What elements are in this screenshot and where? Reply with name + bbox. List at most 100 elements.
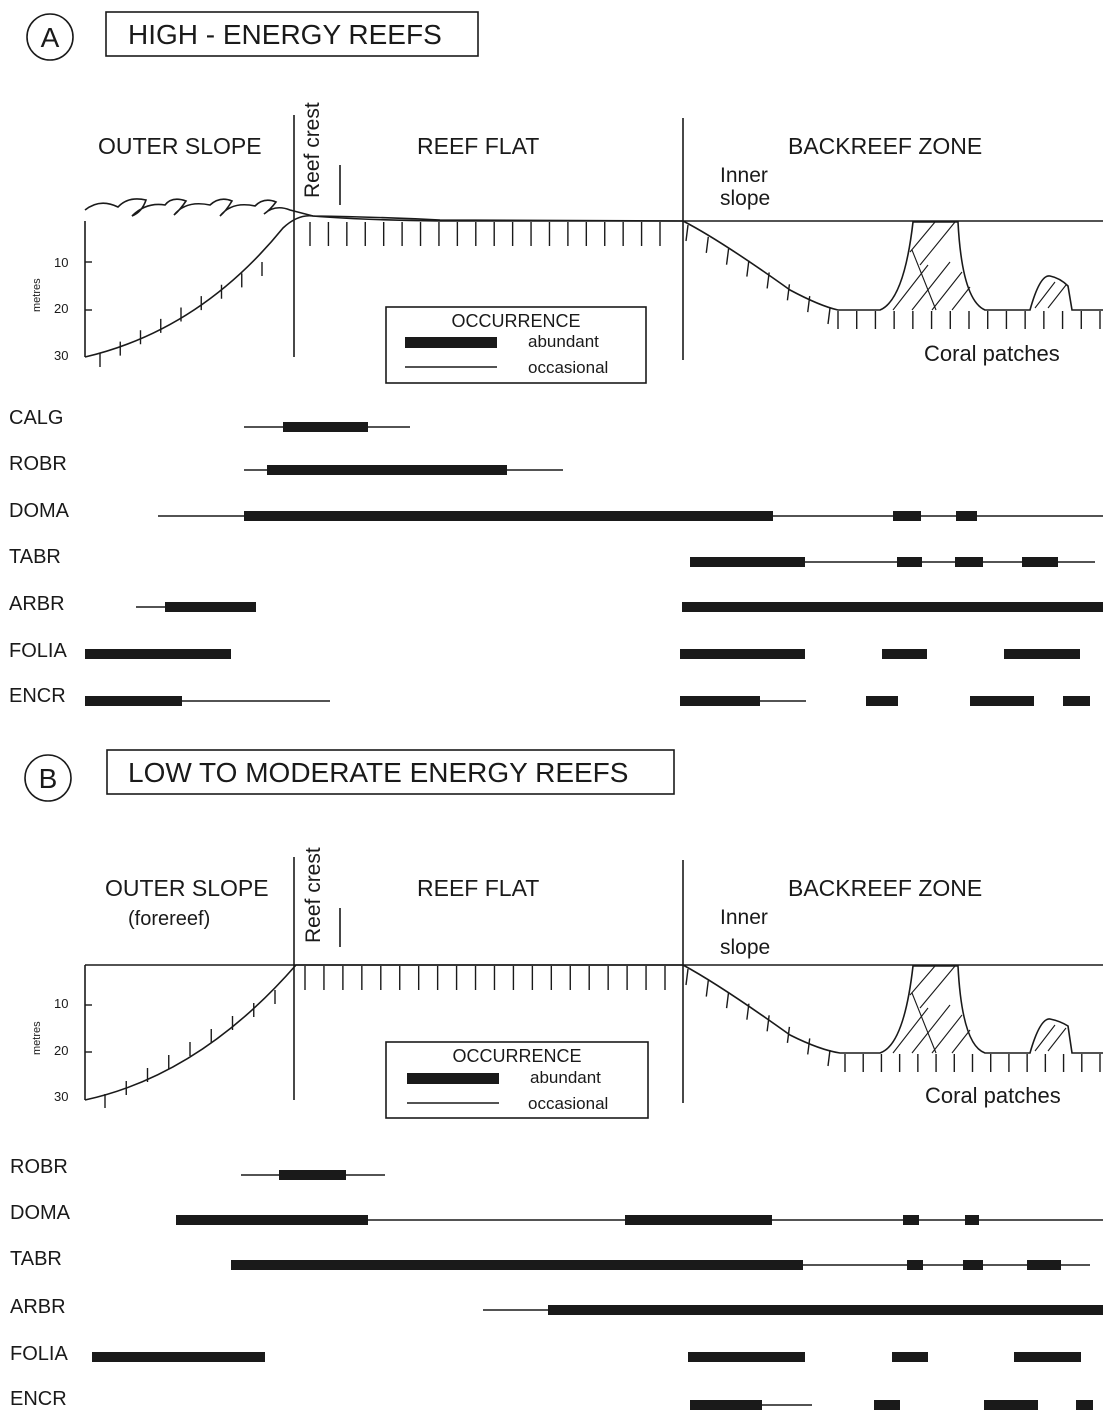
occurrence-abundant	[244, 511, 773, 521]
panel-b-profile: 10 20 30 metres	[31, 857, 1103, 1108]
substrate-tick	[746, 260, 750, 277]
occurrence-abundant	[690, 557, 805, 567]
zone-coral-patches: Coral patches	[924, 341, 1060, 366]
substrate-tick	[746, 1003, 750, 1020]
depth-tick-10: 10	[54, 996, 68, 1011]
substrate-tick	[705, 236, 709, 253]
legend-title: OCCURRENCE	[451, 311, 580, 331]
occurrence-abundant	[165, 602, 256, 612]
occurrence-abundant	[903, 1215, 919, 1225]
occurrence-abundant	[279, 1170, 346, 1180]
occurrence-abundant	[176, 1215, 368, 1225]
depth-axis-ticks: 10 20 30 metres	[31, 255, 92, 363]
occurrence-abundant	[1004, 649, 1080, 659]
occurrence-abundant	[874, 1400, 900, 1410]
panel-a-letter-circle	[26, 13, 74, 61]
depth-tick-10: 10	[54, 255, 68, 270]
occurrence-abundant	[690, 1400, 762, 1410]
panel-a-legend: OCCURRENCE abundant occasional	[385, 306, 647, 384]
depth-axis-ticks: 10 20 30 metres	[31, 996, 92, 1104]
occurrence-abundant	[866, 696, 898, 706]
panel-b: B LOW TO MODERATE ENERGY REEFS OUTER SLO…	[10, 749, 1103, 1410]
occurrence-abundant	[963, 1260, 983, 1270]
zone-reef-crest: Reef crest	[302, 847, 325, 943]
occurrence-abundant	[970, 696, 1034, 706]
zone-inner-slope-2: slope	[720, 187, 770, 210]
panel-a-taxa: CALG ROBR DOMA TABR ARBR FOLIA ENCR	[9, 407, 1103, 707]
panel-b-title-box	[106, 749, 675, 795]
occurrence-abundant	[1014, 1352, 1081, 1362]
occurrence-abundant	[231, 1260, 803, 1270]
legend-occasional-label: occasional	[528, 1094, 608, 1113]
occurrence-abundant	[680, 649, 805, 659]
occurrence-abundant	[984, 1400, 1038, 1410]
occurrence-abundant	[283, 422, 368, 432]
taxon-label: CALG	[9, 407, 63, 429]
legend-abundant-label: abundant	[530, 1068, 601, 1087]
occurrence-abundant	[892, 1352, 928, 1362]
substrate-tick	[827, 307, 831, 325]
taxon-label: FOLIA	[10, 1343, 68, 1365]
reef-profile	[84, 214, 1103, 358]
panel-b-letter: B	[39, 763, 58, 794]
substrate-tick	[807, 296, 811, 313]
panel-b-taxa: ROBR DOMA TABR ARBR FOLIA ENCR	[10, 1156, 1103, 1410]
panel-b-header: B LOW TO MODERATE ENERGY REEFS	[24, 749, 675, 802]
taxon-label: DOMA	[9, 500, 70, 522]
zone-coral-patches: Coral patches	[925, 1083, 1061, 1108]
zone-inner-slope-1: Inner	[720, 164, 768, 187]
occurrence-abundant	[956, 511, 977, 521]
reef-profile	[84, 964, 1103, 1101]
panel-b-letter-circle	[24, 754, 72, 802]
occurrence-abundant	[625, 1215, 772, 1225]
legend-box	[385, 1041, 649, 1119]
panel-b-title: LOW TO MODERATE ENERGY REEFS	[128, 757, 628, 788]
panel-a-zone-labels: OUTER SLOPE Reef crest REEF FLAT BACKREE…	[98, 102, 1060, 366]
coral-patch-hatching	[892, 221, 1067, 311]
occurrence-abundant	[85, 696, 182, 706]
occurrence-abundant	[548, 1305, 1103, 1315]
occurrence-abundant	[1027, 1260, 1061, 1270]
substrate-ticks	[99, 222, 1101, 367]
substrate-tick	[705, 980, 709, 997]
occurrence-abundant	[1022, 557, 1058, 567]
coral-patch-hatching	[892, 965, 1067, 1054]
zone-reef-flat: REEF FLAT	[417, 133, 539, 159]
taxon-label: FOLIA	[9, 640, 67, 662]
legend-box	[385, 306, 647, 384]
panel-a-title-box	[105, 11, 479, 57]
panel-a: A HIGH - ENERGY REEFS OUTER SLOPE Reef c…	[9, 11, 1103, 707]
breaking-waves	[84, 198, 684, 222]
depth-tick-30: 30	[54, 348, 68, 363]
panel-b-legend: OCCURRENCE abundant occasional	[385, 1041, 649, 1119]
occurrence-abundant	[1076, 1400, 1093, 1410]
substrate-tick	[786, 1026, 791, 1043]
substrate-ticks	[104, 966, 1101, 1108]
zone-backreef: BACKREEF ZONE	[788, 133, 982, 159]
substrate-tick	[685, 224, 689, 242]
depth-tick-20: 20	[54, 301, 68, 316]
substrate-tick	[685, 968, 689, 986]
substrate-tick	[786, 284, 791, 301]
taxon-label: TABR	[10, 1248, 62, 1270]
legend-title: OCCURRENCE	[452, 1046, 581, 1066]
depth-axis-label: metres	[31, 278, 43, 312]
taxon-label: ARBR	[9, 593, 65, 615]
occurrence-abundant	[680, 696, 760, 706]
taxon-label: ENCR	[9, 685, 66, 707]
zone-reef-crest: Reef crest	[301, 102, 324, 198]
substrate-tick	[807, 1038, 811, 1055]
depth-axis-label: metres	[31, 1021, 43, 1055]
taxon-label: DOMA	[10, 1202, 71, 1224]
panel-a-header: A HIGH - ENERGY REEFS	[26, 11, 479, 61]
taxon-label: ARBR	[10, 1296, 66, 1318]
substrate-tick	[766, 1015, 770, 1032]
taxon-label: TABR	[9, 546, 61, 568]
occurrence-abundant	[897, 557, 922, 567]
occurrence-abundant	[682, 602, 1103, 612]
zone-outer-slope: OUTER SLOPE	[105, 875, 269, 901]
zone-inner-slope-1: Inner	[720, 906, 768, 929]
legend-abundant-swatch	[405, 337, 497, 348]
occurrence-abundant	[965, 1215, 979, 1225]
